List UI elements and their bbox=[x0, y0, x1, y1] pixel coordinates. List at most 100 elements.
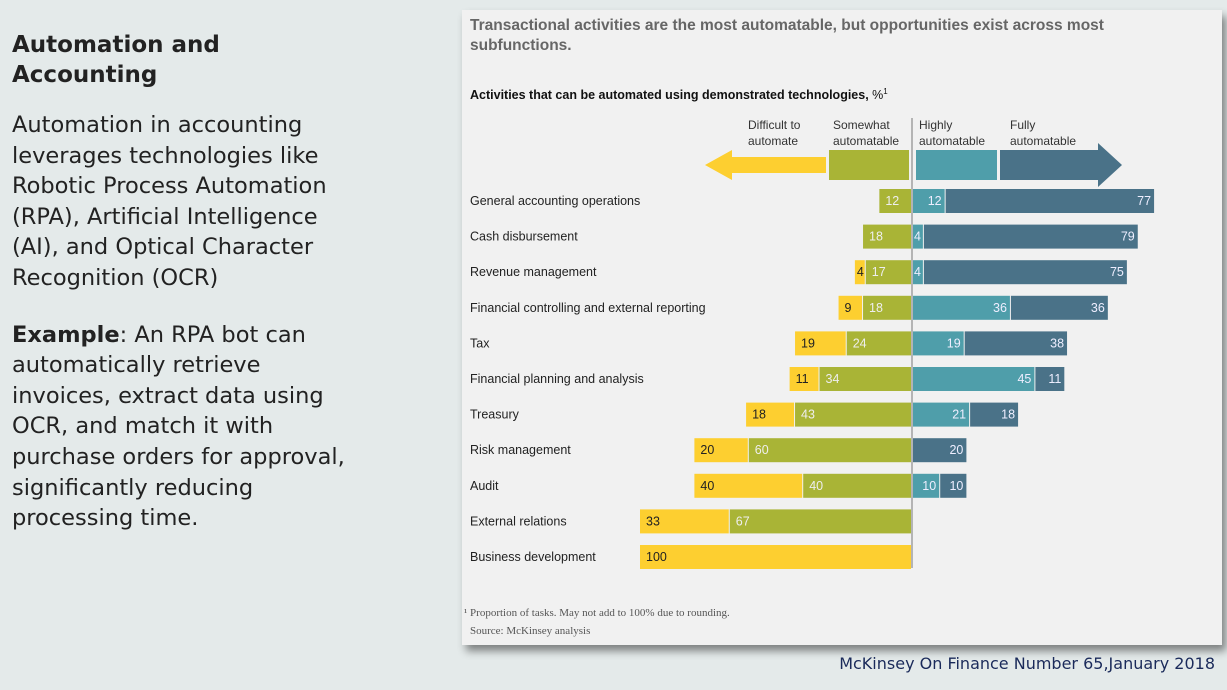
category-label: Risk management bbox=[470, 443, 571, 457]
data-label: 67 bbox=[736, 514, 750, 528]
slide-heading: Automation and Accounting bbox=[12, 32, 220, 88]
slide-text: Automation and Accounting Automation in … bbox=[12, 30, 357, 534]
data-label: 33 bbox=[646, 514, 660, 528]
bar-segment bbox=[923, 260, 1127, 285]
bar-segment bbox=[854, 260, 865, 285]
data-label: 12 bbox=[885, 194, 899, 208]
bar-segment bbox=[846, 331, 911, 356]
bar-segment bbox=[1035, 367, 1065, 391]
category-label: Cash disbursement bbox=[470, 230, 578, 244]
bar-segment bbox=[970, 402, 1019, 427]
category-label: Treasury bbox=[470, 408, 520, 422]
data-label: 36 bbox=[993, 301, 1007, 315]
category-label: General accounting operations bbox=[470, 194, 640, 208]
bar-segment bbox=[923, 224, 1138, 249]
subtitle-sup: 1 bbox=[883, 87, 888, 96]
bar-segment bbox=[865, 260, 911, 285]
legend-swatch-difficult bbox=[705, 150, 826, 180]
legend-label: Fully automatable bbox=[1010, 118, 1076, 148]
data-label: 21 bbox=[952, 408, 966, 422]
category-label: External relations bbox=[470, 514, 567, 528]
chart-footnote: ¹ Proportion of tasks. May not add to 10… bbox=[464, 607, 730, 619]
bar-segment bbox=[640, 545, 911, 569]
legend-swatch-somewhat bbox=[829, 150, 909, 180]
data-label: 18 bbox=[869, 230, 883, 244]
category-label: Tax bbox=[470, 336, 490, 350]
bar-segment bbox=[863, 224, 911, 249]
chart-title: Transactional activities are the most au… bbox=[470, 17, 1104, 54]
data-label: 10 bbox=[949, 479, 963, 493]
subtitle-unit: % bbox=[872, 88, 884, 103]
data-label: 12 bbox=[928, 194, 942, 208]
data-label: 19 bbox=[947, 336, 961, 350]
slide-body: Automation in accounting leverages techn… bbox=[12, 112, 327, 291]
bar-segment bbox=[795, 331, 846, 356]
data-label: 18 bbox=[752, 408, 766, 422]
legend-label: Somewhat automatable bbox=[833, 118, 899, 148]
data-label: 17 bbox=[872, 265, 886, 279]
data-label: 24 bbox=[853, 336, 867, 350]
data-label: 11 bbox=[1048, 372, 1061, 386]
bar-segment bbox=[913, 331, 964, 356]
legend-swatch-fully bbox=[1000, 143, 1122, 187]
data-label: 45 bbox=[1017, 372, 1031, 386]
data-label: 10 bbox=[922, 479, 936, 493]
data-label: 4 bbox=[914, 230, 921, 244]
bar-segment bbox=[795, 402, 911, 427]
bar-segment bbox=[964, 331, 1068, 356]
bar-segment bbox=[913, 189, 945, 213]
bar-segment bbox=[640, 509, 729, 534]
bar-segment bbox=[945, 189, 1155, 213]
chart-source: Source: McKinsey analysis bbox=[470, 625, 591, 637]
bar-segment bbox=[913, 367, 1035, 391]
legend-swatch-highly bbox=[916, 150, 997, 180]
chart-subtitle: Activities that can be automated using d… bbox=[470, 87, 888, 102]
bar-segment bbox=[863, 295, 911, 320]
example-label: Example bbox=[12, 321, 120, 348]
data-label: 20 bbox=[949, 443, 963, 457]
bar-segment bbox=[694, 473, 803, 498]
example-text: : An RPA bot can automatically retrieve … bbox=[12, 321, 345, 532]
data-label: 100 bbox=[646, 550, 667, 564]
bar-segment bbox=[913, 402, 970, 427]
category-label: Financial controlling and external repor… bbox=[470, 301, 706, 315]
data-label: 11 bbox=[796, 372, 809, 386]
category-label: Financial planning and analysis bbox=[470, 372, 644, 386]
bar-segment bbox=[913, 438, 967, 463]
bar-segment bbox=[913, 260, 923, 285]
bar-segment bbox=[746, 402, 795, 427]
slide-credit: McKinsey On Finance Number 65,January 20… bbox=[839, 654, 1215, 673]
data-label: 18 bbox=[1001, 408, 1015, 422]
bar-segment bbox=[694, 438, 748, 463]
category-label: Revenue management bbox=[470, 265, 597, 279]
chart-svg: Difficult to automate Somewhat automatable H… bbox=[470, 118, 1155, 569]
chart-panel: Transactional activities are the most au… bbox=[462, 10, 1222, 645]
data-label: 4 bbox=[857, 265, 864, 279]
data-label: 4 bbox=[914, 265, 921, 279]
data-label: 36 bbox=[1091, 301, 1105, 315]
bar-segment bbox=[1010, 295, 1108, 320]
data-label: 75 bbox=[1110, 265, 1124, 279]
data-label: 60 bbox=[755, 443, 769, 457]
slide-example: Example: An RPA bot can automatically re… bbox=[12, 320, 357, 534]
data-label: 34 bbox=[826, 372, 840, 386]
data-label: 79 bbox=[1121, 230, 1135, 244]
data-label: 40 bbox=[700, 479, 714, 493]
legend-label: Difficult to automate bbox=[748, 118, 801, 148]
bar-segment bbox=[913, 473, 940, 498]
category-label: Audit bbox=[470, 479, 499, 493]
data-label: 18 bbox=[869, 301, 883, 315]
legend-label: Highly automatable bbox=[919, 118, 985, 148]
bar-segment bbox=[803, 473, 911, 498]
data-label: 77 bbox=[1137, 194, 1151, 208]
data-label: 40 bbox=[809, 479, 823, 493]
bar-segment bbox=[913, 224, 923, 249]
bar-segment bbox=[729, 509, 911, 534]
bar-segment bbox=[748, 438, 911, 463]
bar-segment bbox=[838, 295, 863, 320]
data-label: 9 bbox=[845, 301, 852, 315]
subtitle-text: Activities that can be automated using d… bbox=[470, 88, 869, 103]
bar-segment bbox=[819, 367, 911, 391]
data-label: 19 bbox=[801, 336, 815, 350]
data-label: 43 bbox=[801, 408, 815, 422]
